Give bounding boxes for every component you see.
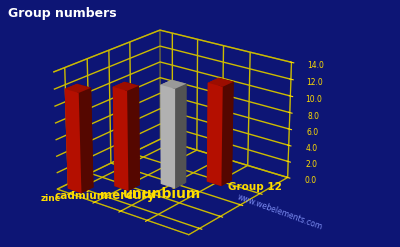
Text: www.webelements.com: www.webelements.com (236, 192, 324, 232)
Text: Group numbers: Group numbers (8, 7, 117, 21)
